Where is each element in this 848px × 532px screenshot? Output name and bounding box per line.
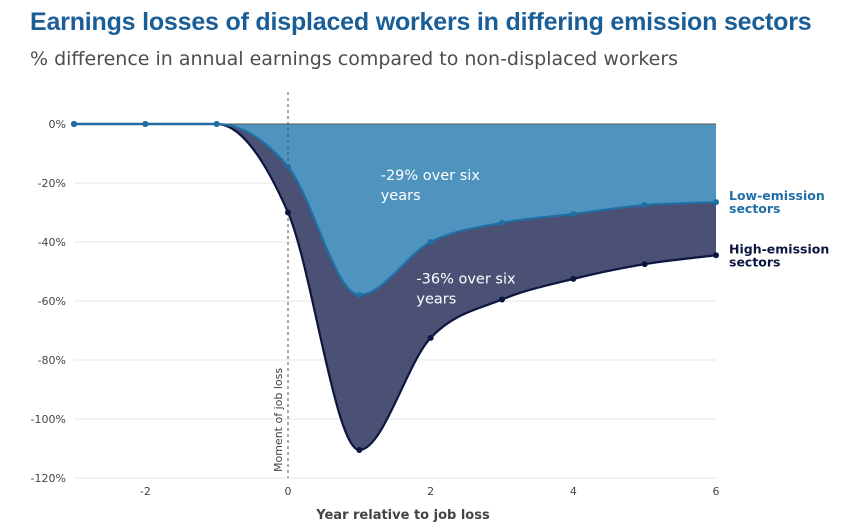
high-emission-point [570,275,577,282]
low-emission-label: Low-emission sectors [729,188,825,216]
low-emission-point [570,210,577,217]
annotation-line: years [381,188,421,204]
low-emission-point [713,199,719,206]
y-tick-label: 0% [49,118,66,131]
annotation-text: -36% over six years [416,271,516,307]
y-tick-label: -120% [31,472,66,485]
high-emission-label: High-emission sectors [729,241,829,269]
y-tick-label: -20% [38,177,66,190]
low-emission-point [356,292,363,299]
low-emission-point [213,121,220,127]
high-emission-point [499,296,505,303]
low-emission-point [285,163,291,170]
x-tick-label: 2 [427,485,434,498]
chart-subtitle: % difference in annual earnings compared… [30,48,679,70]
low-emission-area [74,124,716,296]
y-tick-label: -60% [38,295,66,308]
high-emission-point [285,209,291,216]
low-emission-line [74,122,717,297]
chart-title: Earnings losses of displaced workers in … [30,8,812,36]
x-tick-label: 0 [285,485,292,498]
high-emission-point [641,261,648,268]
annotation-line: -36% over six [416,271,516,287]
low-emission-point [427,239,434,245]
high-emission-point [713,252,719,259]
x-tick-label: 6 [713,485,720,498]
low-emission-point [142,121,149,127]
low-emission-point [499,219,505,226]
job-loss-label: Moment of job loss [272,368,285,472]
y-tick-label: -40% [38,236,66,249]
annotation-line: years [416,291,456,307]
low-emission-point [71,121,77,127]
annotation-text: -29% over six years [381,168,481,204]
annotation-line: -29% over six [381,168,481,184]
high-emission-point [356,446,363,453]
y-tick-label: -80% [38,354,66,367]
x-tick-label: 4 [570,485,577,498]
low-emission-point [641,202,648,209]
y-tick-label: -100% [31,413,66,426]
x-axis-title: Year relative to job loss [315,508,490,523]
x-tick-label: -2 [140,485,151,498]
high-emission-point [427,334,434,341]
